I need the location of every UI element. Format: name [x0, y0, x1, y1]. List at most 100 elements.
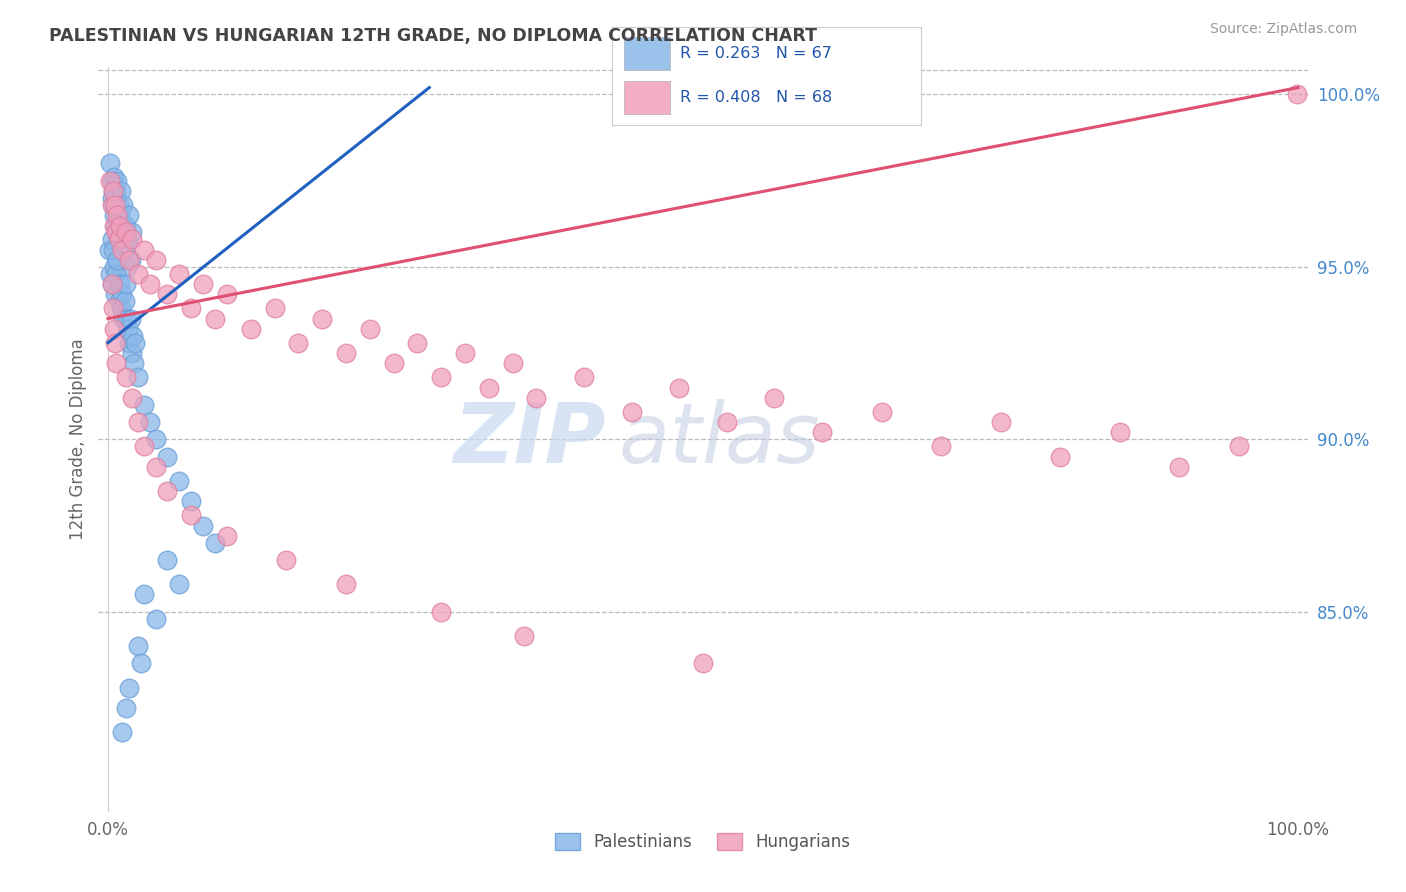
Point [359, 322, 381, 336]
Point [101, 184, 124, 198]
Point [114, 294, 136, 309]
Point [132, 587, 155, 601]
Point [127, 639, 149, 653]
Point [156, 553, 179, 567]
Point [263, 301, 285, 316]
Point [430, 605, 453, 619]
Point [191, 518, 214, 533]
Point [105, 356, 128, 370]
Text: Source: ZipAtlas.com: Source: ZipAtlas.com [1209, 22, 1357, 37]
Point [180, 508, 202, 523]
Point [1168, 459, 1191, 474]
Point [145, 252, 167, 267]
Point [1285, 87, 1308, 102]
Point [104, 287, 127, 301]
Point [990, 415, 1012, 429]
Text: atlas: atlas [619, 399, 820, 480]
Point [620, 405, 643, 419]
Point [111, 243, 134, 257]
Point [121, 391, 143, 405]
Point [104, 335, 127, 350]
Point [406, 335, 429, 350]
Point [169, 474, 191, 488]
Point [129, 657, 152, 671]
FancyBboxPatch shape [624, 81, 671, 114]
Point [117, 322, 139, 336]
Point [169, 577, 191, 591]
Point [121, 346, 143, 360]
Point [105, 226, 128, 240]
Point [132, 398, 155, 412]
Point [145, 612, 167, 626]
Point [287, 335, 309, 350]
Point [107, 174, 129, 188]
Point [169, 267, 191, 281]
Point [98, 243, 121, 257]
Point [101, 243, 124, 257]
Point [114, 226, 136, 240]
Point [180, 494, 202, 508]
Point [180, 301, 202, 316]
Point [156, 483, 179, 498]
Point [103, 260, 125, 274]
Text: PALESTINIAN VS HUNGARIAN 12TH GRADE, NO DIPLOMA CORRELATION CHART: PALESTINIAN VS HUNGARIAN 12TH GRADE, NO … [49, 27, 817, 45]
Point [311, 311, 333, 326]
Point [335, 577, 357, 591]
Point [870, 405, 893, 419]
Point [118, 208, 141, 222]
Point [104, 198, 127, 212]
Point [112, 198, 135, 212]
Point [191, 277, 214, 292]
Point [276, 553, 298, 567]
Point [103, 219, 125, 233]
Point [98, 174, 121, 188]
Point [108, 219, 131, 233]
Point [114, 701, 136, 715]
Point [204, 535, 226, 549]
Point [668, 381, 690, 395]
Point [114, 219, 136, 233]
Point [118, 681, 141, 695]
Point [104, 219, 127, 233]
Point [104, 198, 127, 212]
Point [382, 356, 405, 370]
Point [103, 322, 125, 336]
Point [115, 260, 138, 274]
Point [502, 356, 524, 370]
Point [239, 322, 262, 336]
Point [108, 232, 131, 246]
Point [215, 529, 238, 543]
Point [111, 287, 134, 301]
Point [118, 335, 141, 350]
Point [107, 232, 129, 246]
Point [127, 370, 149, 384]
Point [103, 208, 125, 222]
Point [118, 252, 141, 267]
Point [107, 294, 129, 309]
Point [1108, 425, 1130, 440]
Point [100, 174, 122, 188]
Point [107, 208, 129, 222]
Point [101, 198, 124, 212]
Point [215, 287, 238, 301]
Point [124, 335, 146, 350]
Point [114, 243, 136, 257]
Point [716, 415, 738, 429]
Point [110, 184, 132, 198]
Point [114, 370, 136, 384]
Point [98, 267, 121, 281]
Point [138, 277, 160, 292]
Point [103, 170, 125, 185]
Point [111, 226, 134, 240]
Point [120, 311, 142, 326]
Point [100, 198, 122, 212]
Point [335, 346, 357, 360]
Point [132, 243, 155, 257]
Point [112, 311, 135, 326]
Point [107, 252, 129, 267]
Point [114, 277, 136, 292]
Point [692, 657, 714, 671]
Point [121, 226, 143, 240]
Point [107, 198, 129, 212]
Point [127, 267, 149, 281]
